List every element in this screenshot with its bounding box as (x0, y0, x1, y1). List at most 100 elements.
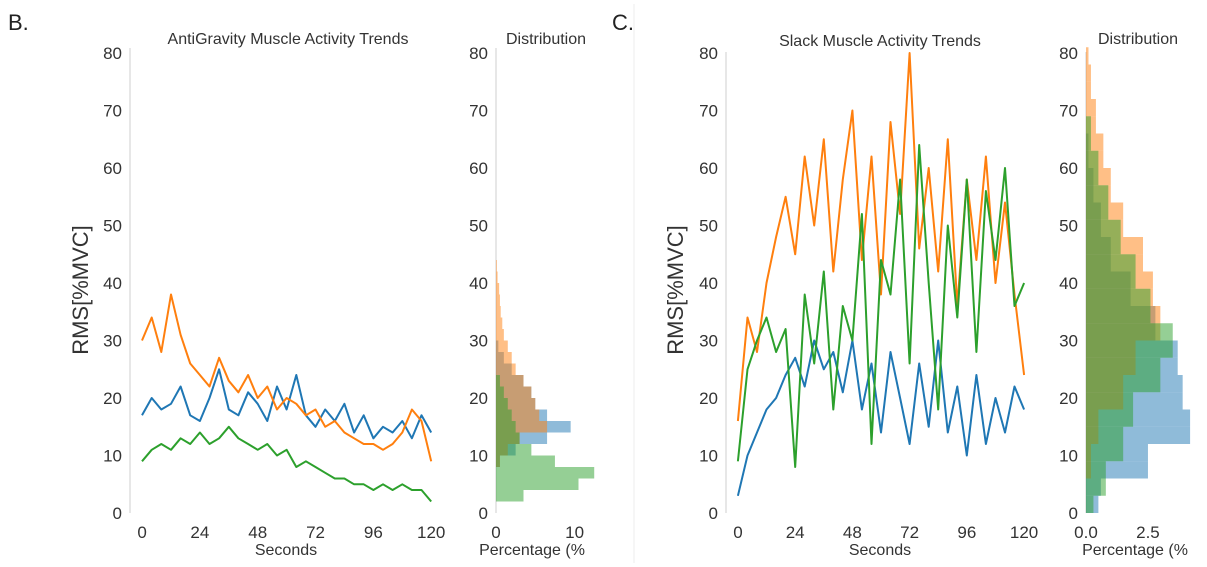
histogram-bar-orange (496, 375, 524, 387)
histogram-bar-green (1086, 358, 1160, 375)
series-line-orange (738, 53, 1024, 421)
y-tick-label: 80 (103, 44, 122, 63)
b-trend-x-axis-label: Seconds (255, 542, 317, 559)
b-dist-x-axis-label: Percentage (% (479, 542, 585, 559)
y-tick-label: 30 (103, 332, 122, 351)
x-tick-label: 48 (248, 523, 267, 542)
histogram-bar-green (1086, 220, 1121, 237)
histogram-bar-green (1086, 237, 1121, 254)
histogram-bar-green (1086, 272, 1136, 289)
c-dist-x-axis-label: Percentage (% (1082, 542, 1188, 559)
y-tick-label: 50 (103, 217, 122, 236)
y-tick-label: 50 (699, 217, 718, 236)
histogram-bar-green (1086, 375, 1160, 392)
histogram-bar-green (1086, 479, 1106, 496)
histogram-bar-orange (496, 318, 502, 330)
c-y-axis-label: RMS[%MVC] (663, 225, 688, 355)
b-dist-title: Distribution (506, 31, 586, 48)
x-tick-label: 0 (733, 523, 742, 542)
c-trend-plot: Slack Muscle Activity Trends 01020304050… (699, 33, 1038, 559)
histogram-bar-green (1086, 151, 1098, 168)
c-trend-x-ticks: 0 24 48 72 96 120 (733, 523, 1038, 542)
histogram-bar-green (1086, 254, 1136, 271)
b-trend-y-ticks: 0 10 20 30 40 50 60 70 80 (103, 44, 122, 523)
histogram-bar-orange (496, 306, 501, 318)
histogram-bar-orange (1086, 82, 1091, 99)
y-tick-label: 80 (1059, 44, 1078, 63)
y-tick-label: 10 (469, 447, 488, 466)
y-tick-label: 40 (469, 274, 488, 293)
histogram-bar-orange (496, 352, 512, 364)
histogram-bar-orange (496, 341, 508, 353)
y-tick-label: 20 (1059, 389, 1078, 408)
panel-b-label: B. (8, 10, 29, 35)
histogram-bar-green (1086, 496, 1093, 513)
histogram-bar-green (496, 410, 512, 422)
y-tick-label: 50 (1059, 217, 1078, 236)
histogram-bar-green (496, 490, 524, 502)
series-line-green (738, 145, 1024, 467)
y-tick-label: 60 (699, 159, 718, 178)
c-dist-bars (1086, 47, 1190, 513)
histogram-bar-green (1086, 461, 1106, 478)
histogram-bar-green (1086, 323, 1173, 340)
histogram-bar-green (1086, 410, 1133, 427)
y-tick-label: 60 (103, 159, 122, 178)
x-tick-label: 0 (491, 523, 500, 542)
y-tick-label: 70 (103, 102, 122, 121)
x-tick-label: 120 (417, 523, 445, 542)
histogram-bar-green (496, 444, 531, 456)
histogram-bar-green (1086, 116, 1091, 133)
c-dist-y-ticks: 01020304050607080 (1059, 44, 1078, 523)
y-tick-label: 60 (1059, 159, 1078, 178)
histogram-bar-orange (496, 283, 499, 295)
y-tick-label: 30 (1059, 332, 1078, 351)
b-distribution-plot: Distribution 0 10 20 30 40 50 60 70 80 0 10 Perce… (469, 31, 594, 559)
x-tick-label: 2.5 (1136, 523, 1160, 542)
histogram-bar-green (496, 421, 516, 433)
x-tick-label: 0 (137, 523, 146, 542)
histogram-bar-green (496, 433, 520, 445)
b-dist-x-ticks: 0 10 (491, 523, 584, 542)
b-trend-x-ticks: 0 24 48 72 96 120 (137, 523, 445, 542)
series-line-orange (142, 295, 431, 462)
b-dist-bars (496, 260, 594, 502)
c-trend-y-ticks: 01020304050607080 (699, 44, 718, 523)
panel-c-label: C. (612, 10, 634, 35)
x-tick-label: 10 (565, 523, 584, 542)
x-tick-label: 96 (364, 523, 383, 542)
y-tick-label: 10 (699, 447, 718, 466)
x-tick-label: 24 (786, 523, 805, 542)
b-trend-lines (142, 295, 431, 502)
y-tick-label: 0 (709, 504, 718, 523)
histogram-bar-green (1086, 185, 1108, 202)
x-tick-label: 0.0 (1074, 523, 1098, 542)
y-tick-label: 80 (469, 44, 488, 63)
histogram-bar-green (1086, 341, 1173, 358)
series-line-blue (738, 341, 1024, 496)
histogram-bar-green (496, 456, 555, 468)
histogram-bar-green (1086, 168, 1098, 185)
y-tick-label: 30 (469, 332, 488, 351)
b-dist-y-ticks: 0 10 20 30 40 50 60 70 80 (469, 44, 488, 523)
y-tick-label: 10 (1059, 447, 1078, 466)
y-tick-label: 20 (699, 389, 718, 408)
histogram-bar-green (1086, 392, 1133, 409)
b-trend-plot: AntiGravity Muscle Activity Trends 0 10 20… (103, 31, 445, 559)
c-trend-title: Slack Muscle Activity Trends (779, 33, 981, 50)
histogram-bar-green (1086, 134, 1091, 151)
y-tick-label: 0 (1069, 504, 1078, 523)
c-distribution-plot: Distribution 0 10 20 30 40 50 60 70 80 0.0 2.5 Pe… (1059, 31, 1190, 559)
x-tick-label: 72 (306, 523, 325, 542)
b-trend-title: AntiGravity Muscle Activity Trends (168, 31, 409, 48)
histogram-bar-green (496, 387, 504, 399)
y-tick-label: 70 (469, 102, 488, 121)
y-tick-label: 30 (699, 332, 718, 351)
c-trend-lines (738, 53, 1024, 496)
histogram-bar-orange (496, 260, 497, 272)
histogram-bar-green (1086, 444, 1123, 461)
x-tick-label: 48 (843, 523, 862, 542)
histogram-bar-orange (496, 329, 504, 341)
histogram-bar-green (1086, 289, 1150, 306)
